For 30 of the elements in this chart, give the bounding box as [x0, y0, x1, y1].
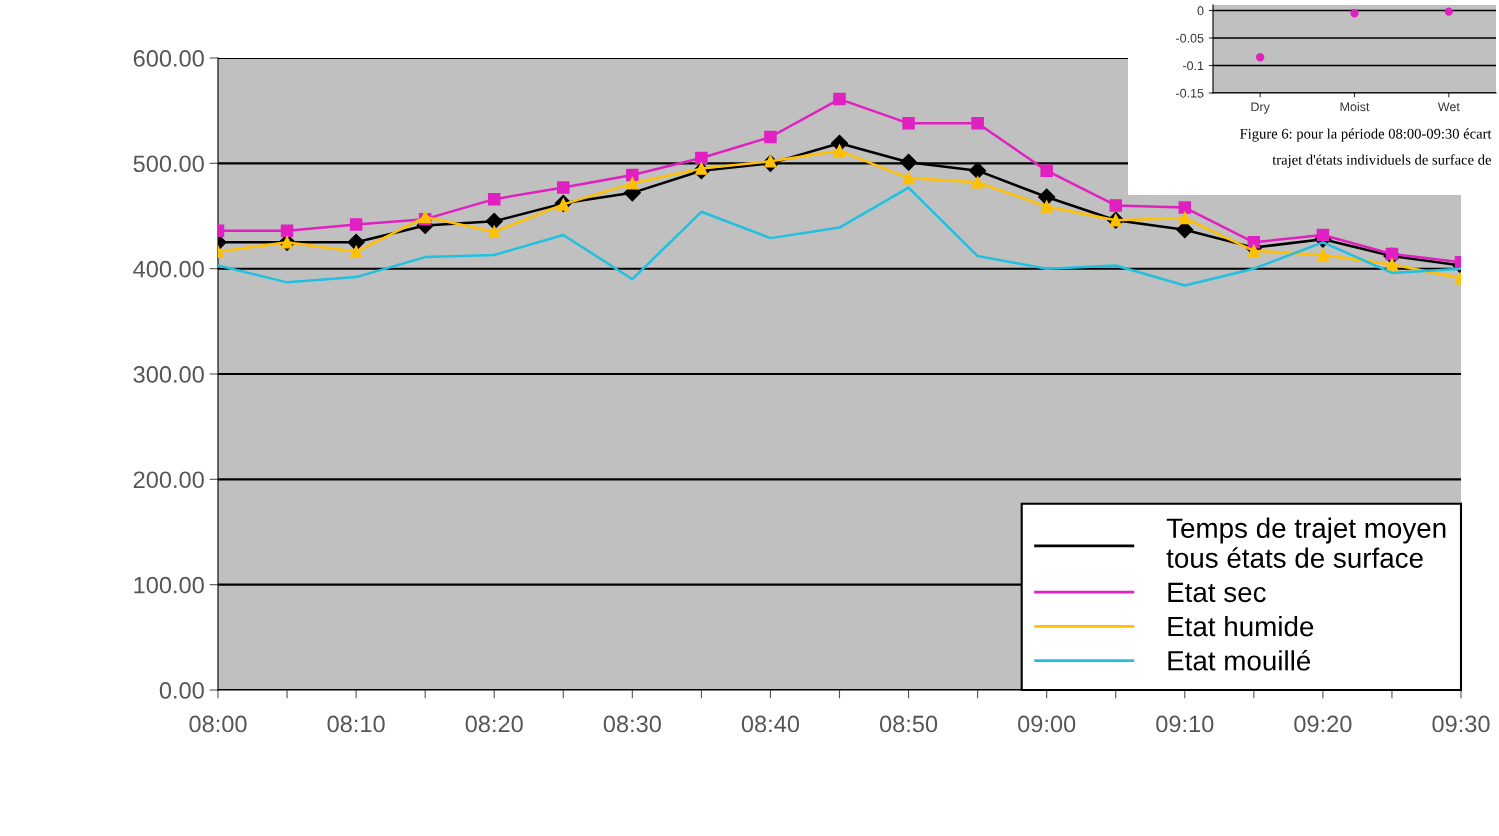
y-tick-label: -0.05 [1176, 33, 1204, 43]
x-tick-label: 08:50 [879, 715, 938, 733]
y-tick-label: 400.00 [133, 260, 204, 278]
legend-label: Etat humide [1168, 615, 1314, 637]
y-tick-label: -0.1 [1182, 61, 1204, 71]
annotation: trajet d'états individuels de surface de [1272, 154, 1491, 168]
y-tick-label: 100.00 [134, 576, 204, 594]
x-tick-label: 08:20 [465, 715, 523, 733]
x-tick-label: 09:00 [1018, 715, 1076, 733]
y-tick-label: 600.00 [133, 50, 204, 67]
legend-label: Temps de trajet moyen tous états de surface [1166, 517, 1446, 568]
x-tick-label: 08:00 [189, 715, 247, 733]
annotation: Figure 6: pour la période 08:00-09:30 écart [1240, 128, 1492, 142]
legend-label: Etat mouillé [1168, 649, 1311, 671]
y-tick-label: 0 [1197, 6, 1204, 16]
x-tick-label: Moist [1340, 102, 1370, 112]
y-tick-label: 0.00 [159, 682, 204, 699]
y-tick-label: 500.00 [133, 155, 204, 173]
x-tick-label: Wet [1437, 102, 1460, 112]
x-tick-label: 08:10 [327, 715, 385, 733]
y-tick-label: 200.00 [133, 471, 204, 489]
x-tick-label: 09:20 [1294, 715, 1352, 733]
y-tick-label: -0.15 [1176, 88, 1204, 98]
x-tick-label: 08:30 [603, 715, 661, 733]
legend-label: Etat sec [1168, 582, 1266, 603]
x-tick-label: 09:10 [1156, 715, 1214, 733]
x-tick-label: 08:40 [741, 715, 800, 733]
x-tick-label: Dry [1251, 102, 1270, 114]
x-tick-label: 09:30 [1432, 715, 1490, 733]
y-tick-label: 300.00 [133, 366, 204, 383]
